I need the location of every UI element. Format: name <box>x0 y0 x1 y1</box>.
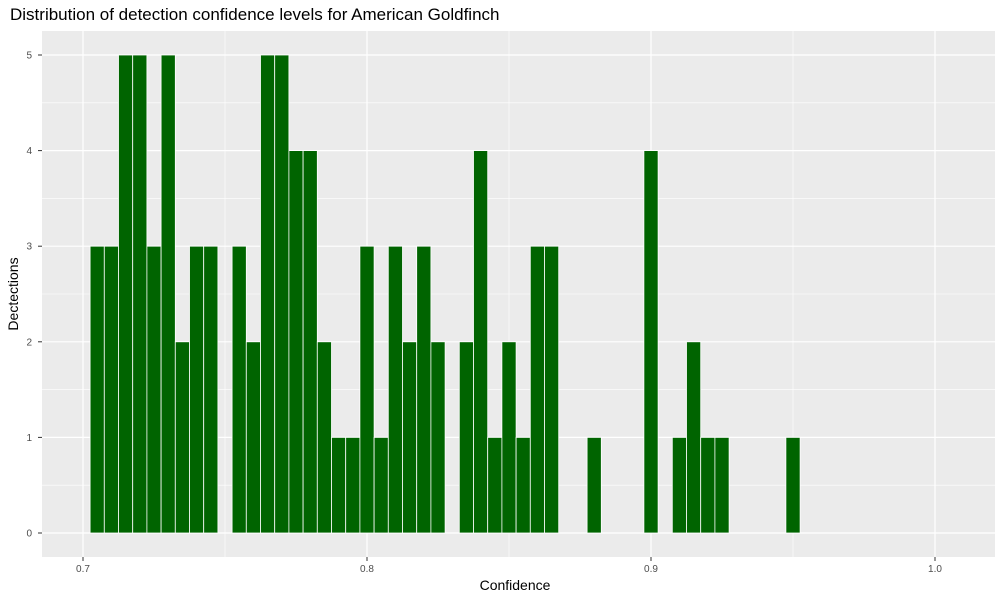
histogram-bar <box>288 150 304 534</box>
histogram-bar <box>274 54 290 534</box>
y-tick-label: 0 <box>26 529 32 540</box>
histogram-bar <box>160 54 176 534</box>
histogram-bar <box>686 341 702 534</box>
histogram-bar <box>373 436 389 534</box>
y-tick-label: 1 <box>26 433 32 444</box>
histogram-bar <box>331 436 347 534</box>
histogram-bar <box>316 341 332 534</box>
x-tick-label: 1.0 <box>928 564 942 575</box>
histogram-bar <box>714 436 730 534</box>
histogram-bar <box>146 245 162 534</box>
histogram-bar <box>430 341 446 534</box>
histogram-bar <box>174 341 190 534</box>
histogram-bar <box>302 150 318 534</box>
histogram-bar <box>487 436 503 534</box>
histogram-bar <box>643 150 659 534</box>
histogram-bar <box>260 54 276 534</box>
histogram-bar <box>118 54 134 534</box>
y-tick-label: 4 <box>26 146 32 157</box>
x-tick-label: 0.7 <box>76 564 90 575</box>
histogram-bar <box>529 245 545 534</box>
y-tick-label: 3 <box>26 242 32 253</box>
histogram-bar <box>89 245 105 534</box>
histogram-bar <box>586 436 602 534</box>
x-tick-label: 0.9 <box>644 564 658 575</box>
bars <box>89 54 801 534</box>
histogram-bar <box>416 245 432 534</box>
y-axis: 0 1 2 3 4 5 <box>26 51 42 540</box>
x-axis: 0.7 0.8 0.9 1.0 <box>76 557 942 575</box>
histogram-bar <box>132 54 148 534</box>
histogram-bar <box>359 245 375 534</box>
histogram-bar <box>345 436 361 534</box>
histogram-bar <box>402 341 418 534</box>
y-axis-title: Dectections <box>5 257 21 330</box>
histogram-bar <box>245 341 261 534</box>
histogram-bar <box>203 245 219 534</box>
histogram-bar <box>544 245 560 534</box>
histogram-bar <box>473 150 489 534</box>
histogram-bar <box>671 436 687 534</box>
histogram-bar <box>501 341 517 534</box>
y-tick-label: 5 <box>26 51 32 62</box>
histogram-bar <box>700 436 716 534</box>
histogram-bar <box>103 245 119 534</box>
x-tick-label: 0.8 <box>360 564 374 575</box>
x-axis-title: Confidence <box>480 577 551 593</box>
histogram-bar <box>515 436 531 534</box>
y-tick-label: 2 <box>26 337 32 348</box>
histogram-bar <box>458 341 474 534</box>
histogram-bar <box>231 245 247 534</box>
histogram-bar <box>387 245 403 534</box>
histogram-bar <box>785 436 801 534</box>
histogram-bar <box>189 245 205 534</box>
chart-title: Distribution of detection confidence lev… <box>10 5 499 24</box>
